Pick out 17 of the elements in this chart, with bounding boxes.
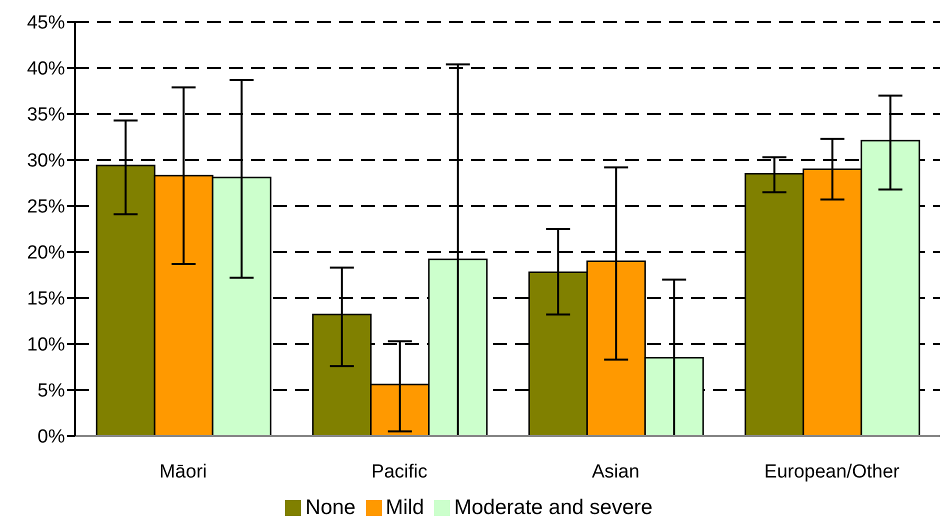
y-tick-label: 30% bbox=[26, 150, 66, 172]
x-tick-label: Asian bbox=[592, 461, 640, 482]
legend-label: None bbox=[305, 496, 356, 519]
legend-label: Mild bbox=[386, 496, 424, 519]
y-tick-label: 45% bbox=[26, 12, 66, 34]
x-tick-label: European/Other bbox=[764, 461, 900, 482]
y-tick-label: 0% bbox=[38, 426, 66, 448]
y-tick-label: 20% bbox=[26, 242, 66, 264]
y-tick-label: 25% bbox=[26, 196, 66, 218]
x-tick-label: Pacific bbox=[371, 461, 428, 482]
y-tick-label: 35% bbox=[26, 104, 66, 126]
legend-label: Moderate and severe bbox=[454, 496, 653, 519]
y-tick-label: 5% bbox=[38, 380, 66, 402]
y-tick-label: 10% bbox=[26, 334, 66, 356]
y-tick-label: 15% bbox=[26, 288, 66, 310]
x-tick-label: Māori bbox=[159, 461, 207, 482]
y-tick-label: 40% bbox=[26, 58, 66, 80]
